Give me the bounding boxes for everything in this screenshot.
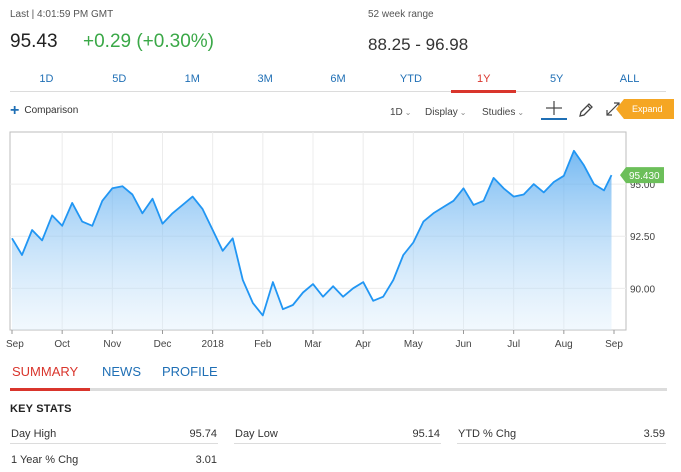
chevron-down-icon: ⌄ [517,108,525,117]
display-dropdown[interactable]: Display ⌄ [425,107,467,118]
tab-1y[interactable]: 1Y [447,70,520,93]
key-stats: KEY STATS Day High 95.74 Day Low 95.14 Y… [0,400,681,472]
range-tabs: 1D 5D 1M 3M 6M YTD 1Y 5Y ALL [10,70,666,93]
stat-label: Day Low [235,428,278,440]
x-tick-label: Sep [6,339,24,350]
stat-value: 3.01 [195,454,217,466]
comparison-label: Comparison [24,105,79,116]
y-tick-label: 90.00 [630,284,655,295]
x-tick-label: Mar [304,339,322,350]
chevron-down-icon: ⌄ [459,108,467,117]
expand-button[interactable]: Expand [616,99,674,119]
week-range-label: 52 week range [368,9,434,20]
crosshair-tool-icon[interactable] [541,100,567,120]
tab-profile[interactable]: PROFILE [162,364,218,379]
comparison-button[interactable]: + Comparison [10,101,79,119]
tab-ytd[interactable]: YTD [399,73,422,85]
x-tick-label: Apr [355,339,371,350]
price-chart-svg: 95.00 92.50 90.00 Sep Oct Nov Dec 2018 Feb Mar Ap… [6,131,664,350]
stat-day-low: Day Low 95.14 [234,422,441,444]
last-value-badge [620,167,664,184]
x-tick-label: Nov [103,339,121,350]
stat-ytd-chg: YTD % Chg 3.59 [457,422,666,444]
studies-dropdown[interactable]: Studies ⌄ [482,107,524,118]
interval-dropdown[interactable]: 1D ⌄ [390,107,412,118]
active-tab-indicator [10,388,90,391]
price-line [11,149,613,317]
x-tick-label: Feb [254,339,272,350]
tab-divider [10,388,667,391]
last-value-label: 95.430 [629,171,660,182]
tab-1d[interactable]: 1D [39,73,54,85]
tab-3m[interactable]: 3M [257,73,273,85]
stat-value: 95.74 [189,428,217,440]
x-tick-label: Sep [605,339,623,350]
section-tabs: SUMMARY NEWS PROFILE [0,360,681,391]
display-label: Display [425,107,458,118]
tab-summary[interactable]: SUMMARY [12,364,79,379]
price-area [12,150,612,330]
tab-5d[interactable]: 5D [112,73,127,85]
key-stats-title: KEY STATS [10,403,72,415]
x-tick-label: Jul [507,339,520,350]
stat-value: 95.14 [412,428,440,440]
tab-6m[interactable]: 6M [330,73,346,85]
last-trade-time: Last | 4:01:59 PM GMT [10,9,114,20]
y-tick-label: 95.00 [630,180,655,191]
stat-1y-chg: 1 Year % Chg 3.01 [10,448,218,470]
stat-label: YTD % Chg [458,428,517,440]
week-range-value: 88.25 - 96.98 [368,35,469,54]
last-price: 95.43 [10,31,58,52]
x-tick-label: Aug [555,339,573,350]
price-chart[interactable]: 95.00 92.50 90.00 Sep Oct Nov Dec 2018 Feb Mar Ap… [0,128,681,356]
x-tick-label: 2018 [202,339,225,350]
stat-value: 3.59 [643,428,665,440]
plus-icon: + [10,101,20,119]
interval-label: 1D [390,107,403,118]
pencil-icon[interactable] [576,100,600,120]
y-tick-label: 92.50 [630,232,655,243]
studies-label: Studies [482,107,516,118]
x-tick-label: Dec [154,339,172,350]
tab-news[interactable]: NEWS [102,364,141,379]
price-change: +0.29 (+0.30%) [83,31,214,52]
tab-all[interactable]: ALL [619,73,640,85]
chart-toolbar: + Comparison 1D ⌄ Display ⌄ Studies ⌄ [0,96,681,128]
chevron-down-icon: ⌄ [404,108,412,117]
stat-day-high: Day High 95.74 [10,422,218,444]
stat-label: 1 Year % Chg [11,454,79,466]
x-tick-label: Jun [455,339,471,350]
tab-5y[interactable]: 5Y [549,73,564,85]
quote-header: Last | 4:01:59 PM GMT 95.43 +0.29 (+0.30… [0,0,681,62]
x-tick-label: May [404,339,423,350]
tab-1m[interactable]: 1M [184,73,200,85]
stat-label: Day High [11,428,57,440]
x-tick-label: Oct [54,339,70,350]
